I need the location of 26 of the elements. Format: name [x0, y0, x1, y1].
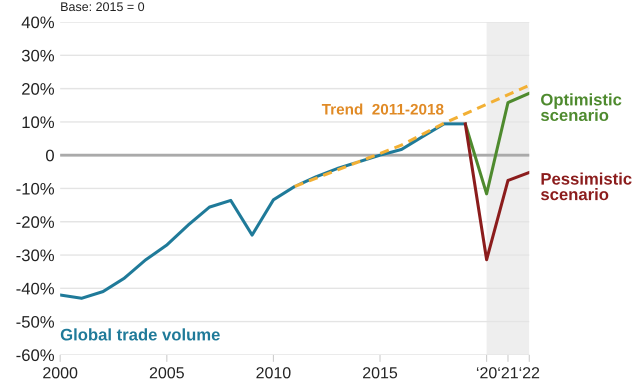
y-tick-label: -50%	[16, 316, 54, 328]
line-series	[293, 84, 530, 188]
y-tick-label: -40%	[16, 282, 54, 295]
x-tick-label: 2010	[256, 367, 291, 378]
y-tick-label: 40%	[22, 16, 54, 28]
line-series	[464, 92, 530, 196]
series-label: Global trade volume	[60, 328, 220, 341]
series-label: Pessimistic scenario	[540, 172, 632, 200]
x-tick-label: ‘21	[498, 367, 518, 378]
line-series	[464, 122, 530, 262]
y-tick-label: 20%	[22, 83, 54, 95]
x-tick-label: ‘22	[520, 367, 540, 378]
y-tick-label: -60%	[16, 349, 54, 362]
y-tick-label: 0	[46, 150, 54, 162]
series-label: Trend 2011-2018	[322, 103, 444, 115]
y-tick-label: -30%	[16, 249, 54, 262]
y-tick-label: 30%	[22, 50, 54, 62]
y-tick-label: -20%	[16, 216, 54, 228]
text: Base: 2015 = 0	[61, 2, 144, 12]
x-tick-label: 2015	[363, 367, 398, 378]
y-tick-label: 10%	[22, 116, 54, 128]
x-tick-label: 2000	[43, 367, 78, 378]
x-tick-label: 2005	[150, 367, 184, 378]
x-tick-label: ‘20	[476, 367, 497, 378]
series-label: Optimistic scenario	[540, 93, 622, 122]
y-tick-label: -10%	[16, 182, 54, 195]
